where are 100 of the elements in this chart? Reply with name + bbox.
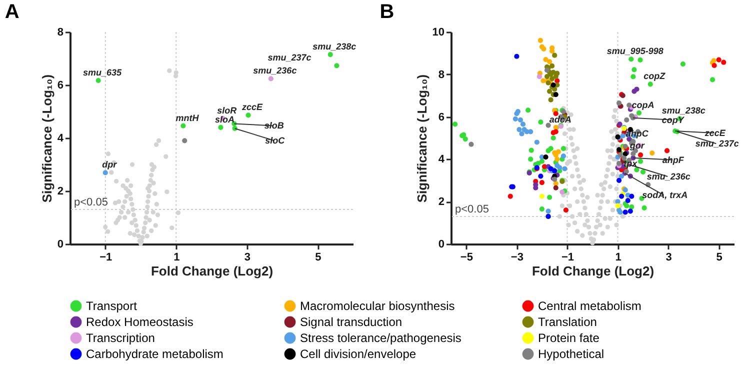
point (721, 60, 726, 65)
point (632, 67, 637, 72)
y-tick-label: 2 (438, 196, 444, 208)
point (543, 57, 548, 62)
y-tick-label: 8 (57, 26, 64, 38)
y-tick-label: 8 (438, 68, 444, 81)
x-tick-label: −3 (510, 252, 524, 264)
x-tick-label: 1 (174, 252, 180, 264)
point (638, 57, 643, 63)
legend-label: Stress tolerance/pathogenesis (300, 331, 462, 345)
legend-label: Macromolecular biosynthesis (300, 299, 455, 313)
point (328, 52, 333, 58)
annotation: gor (628, 140, 645, 151)
point (546, 194, 552, 200)
legend-label: Central metabolism (538, 299, 642, 313)
y-tick-label: 6 (57, 80, 64, 92)
point (539, 206, 545, 212)
legend-label: Transcription (86, 331, 155, 345)
annotation: smu_635 (83, 67, 123, 78)
point (539, 180, 545, 186)
point (543, 154, 548, 160)
annotation: sloB (264, 120, 284, 131)
point (515, 108, 521, 114)
annotation: smu_237c (695, 138, 739, 149)
annotation: dpr (102, 160, 118, 170)
point (546, 122, 551, 128)
point (712, 62, 717, 68)
point (560, 153, 566, 159)
legend-label: Redox Homeostasis (86, 315, 194, 329)
point (626, 102, 632, 108)
point (554, 70, 560, 76)
point (508, 194, 513, 199)
annotation: mntH (176, 112, 200, 123)
point (615, 199, 620, 204)
point (563, 208, 569, 213)
point (546, 208, 551, 214)
point (539, 194, 545, 199)
point (516, 126, 522, 132)
point (552, 52, 558, 58)
point (514, 54, 520, 59)
annotation: sloR (217, 105, 238, 116)
chart-title: A (4, 1, 20, 23)
point (710, 77, 716, 82)
point (624, 117, 630, 123)
legend-label: Cell division/envelope (300, 347, 416, 361)
annotation: smu_237c (268, 52, 312, 63)
point (560, 190, 565, 195)
point (528, 156, 534, 162)
point (528, 148, 534, 153)
y-tick-label: 4 (438, 154, 446, 166)
x-tick-label: 1 (615, 252, 622, 264)
point (618, 152, 623, 158)
point (620, 133, 626, 138)
x-tick-label: 3 (244, 252, 250, 264)
annotation: sloA (214, 114, 234, 124)
point (452, 122, 458, 127)
y-tick-label: 0 (57, 238, 64, 250)
point (534, 140, 540, 145)
point (650, 150, 655, 156)
point (636, 110, 642, 116)
point (520, 122, 526, 127)
legend-label: Hypothetical (538, 347, 604, 361)
point (640, 169, 646, 174)
annotation: sloC (265, 135, 286, 146)
point (553, 111, 558, 116)
legend-label: Signal transduction (300, 315, 402, 329)
point (634, 86, 640, 92)
point (218, 124, 224, 130)
annotation: smu_238c (662, 106, 706, 116)
point (512, 116, 518, 122)
point (246, 112, 251, 118)
chart-title: B (380, 1, 394, 23)
point (538, 174, 544, 179)
point (182, 138, 188, 144)
point (625, 198, 630, 204)
point (462, 136, 468, 142)
point (642, 205, 647, 211)
point (548, 146, 554, 152)
point (557, 165, 562, 170)
point (468, 142, 474, 147)
y-tick-label: 0 (438, 238, 444, 250)
point (550, 63, 555, 68)
point (550, 76, 555, 82)
point (553, 92, 558, 98)
x-tick-label: 5 (716, 252, 722, 264)
point (628, 208, 633, 214)
x-tick-label: −5 (460, 252, 473, 264)
point (553, 129, 558, 134)
x-axis-title: Fold Change (Log2) (532, 264, 654, 278)
point (536, 74, 542, 80)
point (180, 123, 186, 128)
point (552, 86, 558, 92)
ref-line-label: p<0.05 (74, 196, 108, 209)
annotation: copZ (644, 71, 666, 82)
point (616, 178, 622, 183)
point (519, 131, 524, 136)
point (541, 46, 546, 52)
point (629, 204, 634, 210)
legend-label: Protein fate (538, 331, 600, 345)
y-axis-title: Significance (-Log₁₀) (414, 74, 430, 203)
